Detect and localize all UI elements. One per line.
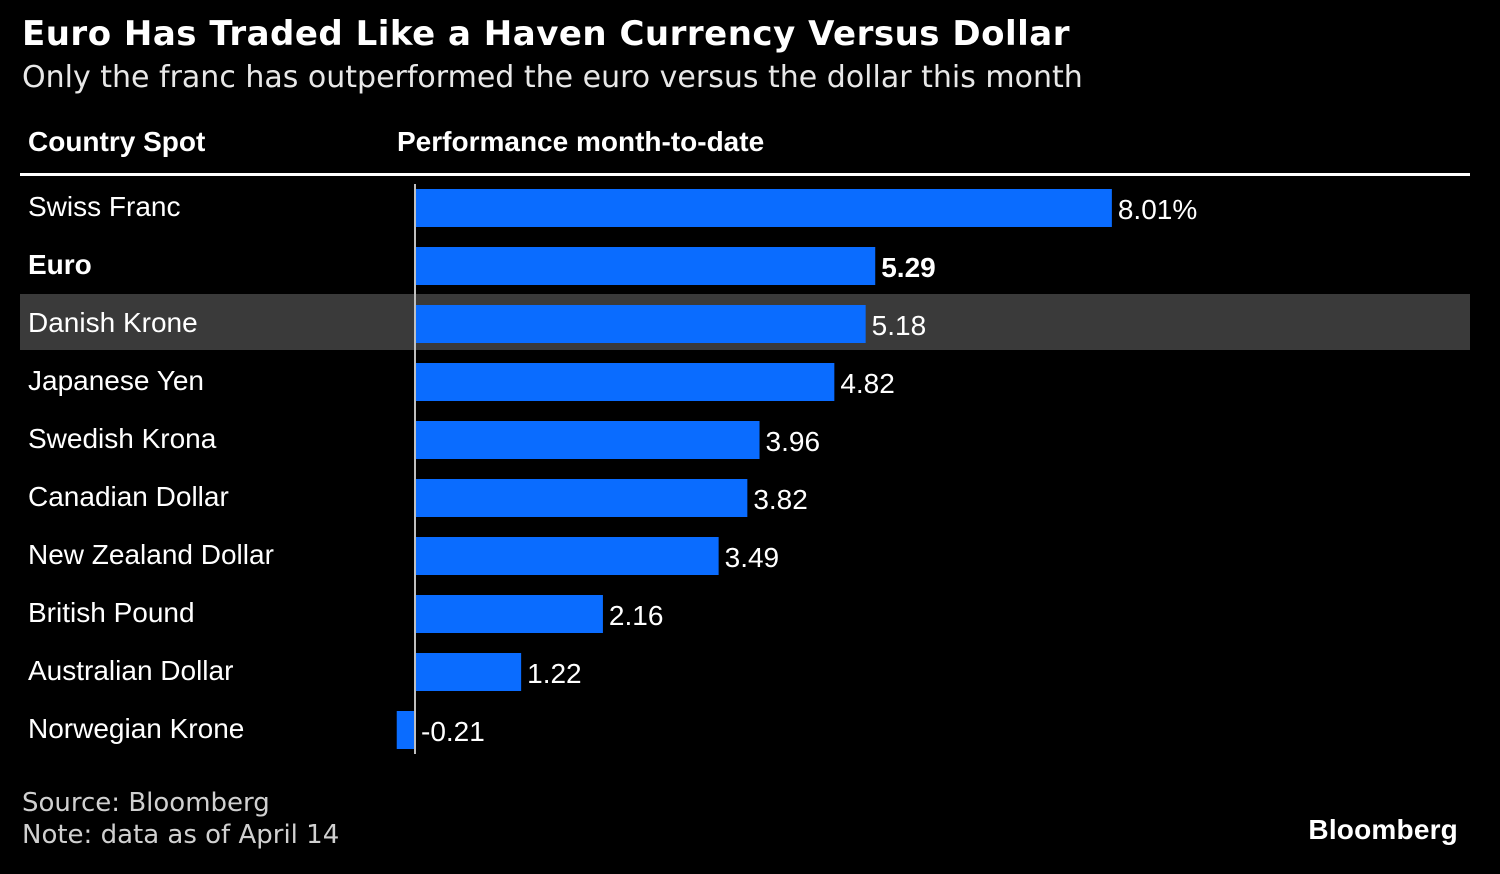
zero-baseline — [414, 184, 416, 754]
value-label: 3.96 — [766, 426, 821, 457]
bar — [415, 421, 760, 459]
category-label: Swiss Franc — [28, 191, 180, 222]
value-label: 3.49 — [725, 542, 780, 573]
bar — [415, 305, 866, 343]
bar — [415, 363, 834, 401]
value-label: 5.29 — [881, 252, 936, 283]
value-label: -0.21 — [421, 716, 485, 747]
category-label: British Pound — [28, 597, 195, 628]
bar — [415, 479, 747, 517]
value-label: 2.16 — [609, 600, 664, 631]
data-note: Note: data as of April 14 — [22, 820, 339, 850]
value-label: 3.82 — [753, 484, 808, 515]
header-rule — [20, 173, 1470, 176]
category-label: Japanese Yen — [28, 365, 204, 396]
source-note: Source: Bloomberg — [22, 788, 270, 818]
value-label: 1.22 — [527, 658, 582, 689]
value-label: 4.82 — [840, 368, 895, 399]
bar — [415, 189, 1112, 227]
category-label: Swedish Krona — [28, 423, 217, 454]
category-label: Australian Dollar — [28, 655, 233, 686]
bloomberg-logo: Bloomberg — [1308, 814, 1458, 846]
bar — [415, 247, 875, 285]
category-label: Canadian Dollar — [28, 481, 229, 512]
bar-chart: Swiss Franc 8.01% Euro 5.29 Danish Krone 5.18… — [0, 0, 1500, 874]
bar — [415, 537, 719, 575]
value-label: 5.18 — [872, 310, 927, 341]
category-label: Danish Krone — [28, 307, 198, 338]
category-label: Euro — [28, 249, 92, 280]
bar — [397, 711, 415, 749]
bar — [415, 653, 521, 691]
value-label: 8.01% — [1118, 194, 1197, 225]
category-label: Norwegian Krone — [28, 713, 244, 744]
category-label: New Zealand Dollar — [28, 539, 274, 570]
bar — [415, 595, 603, 633]
